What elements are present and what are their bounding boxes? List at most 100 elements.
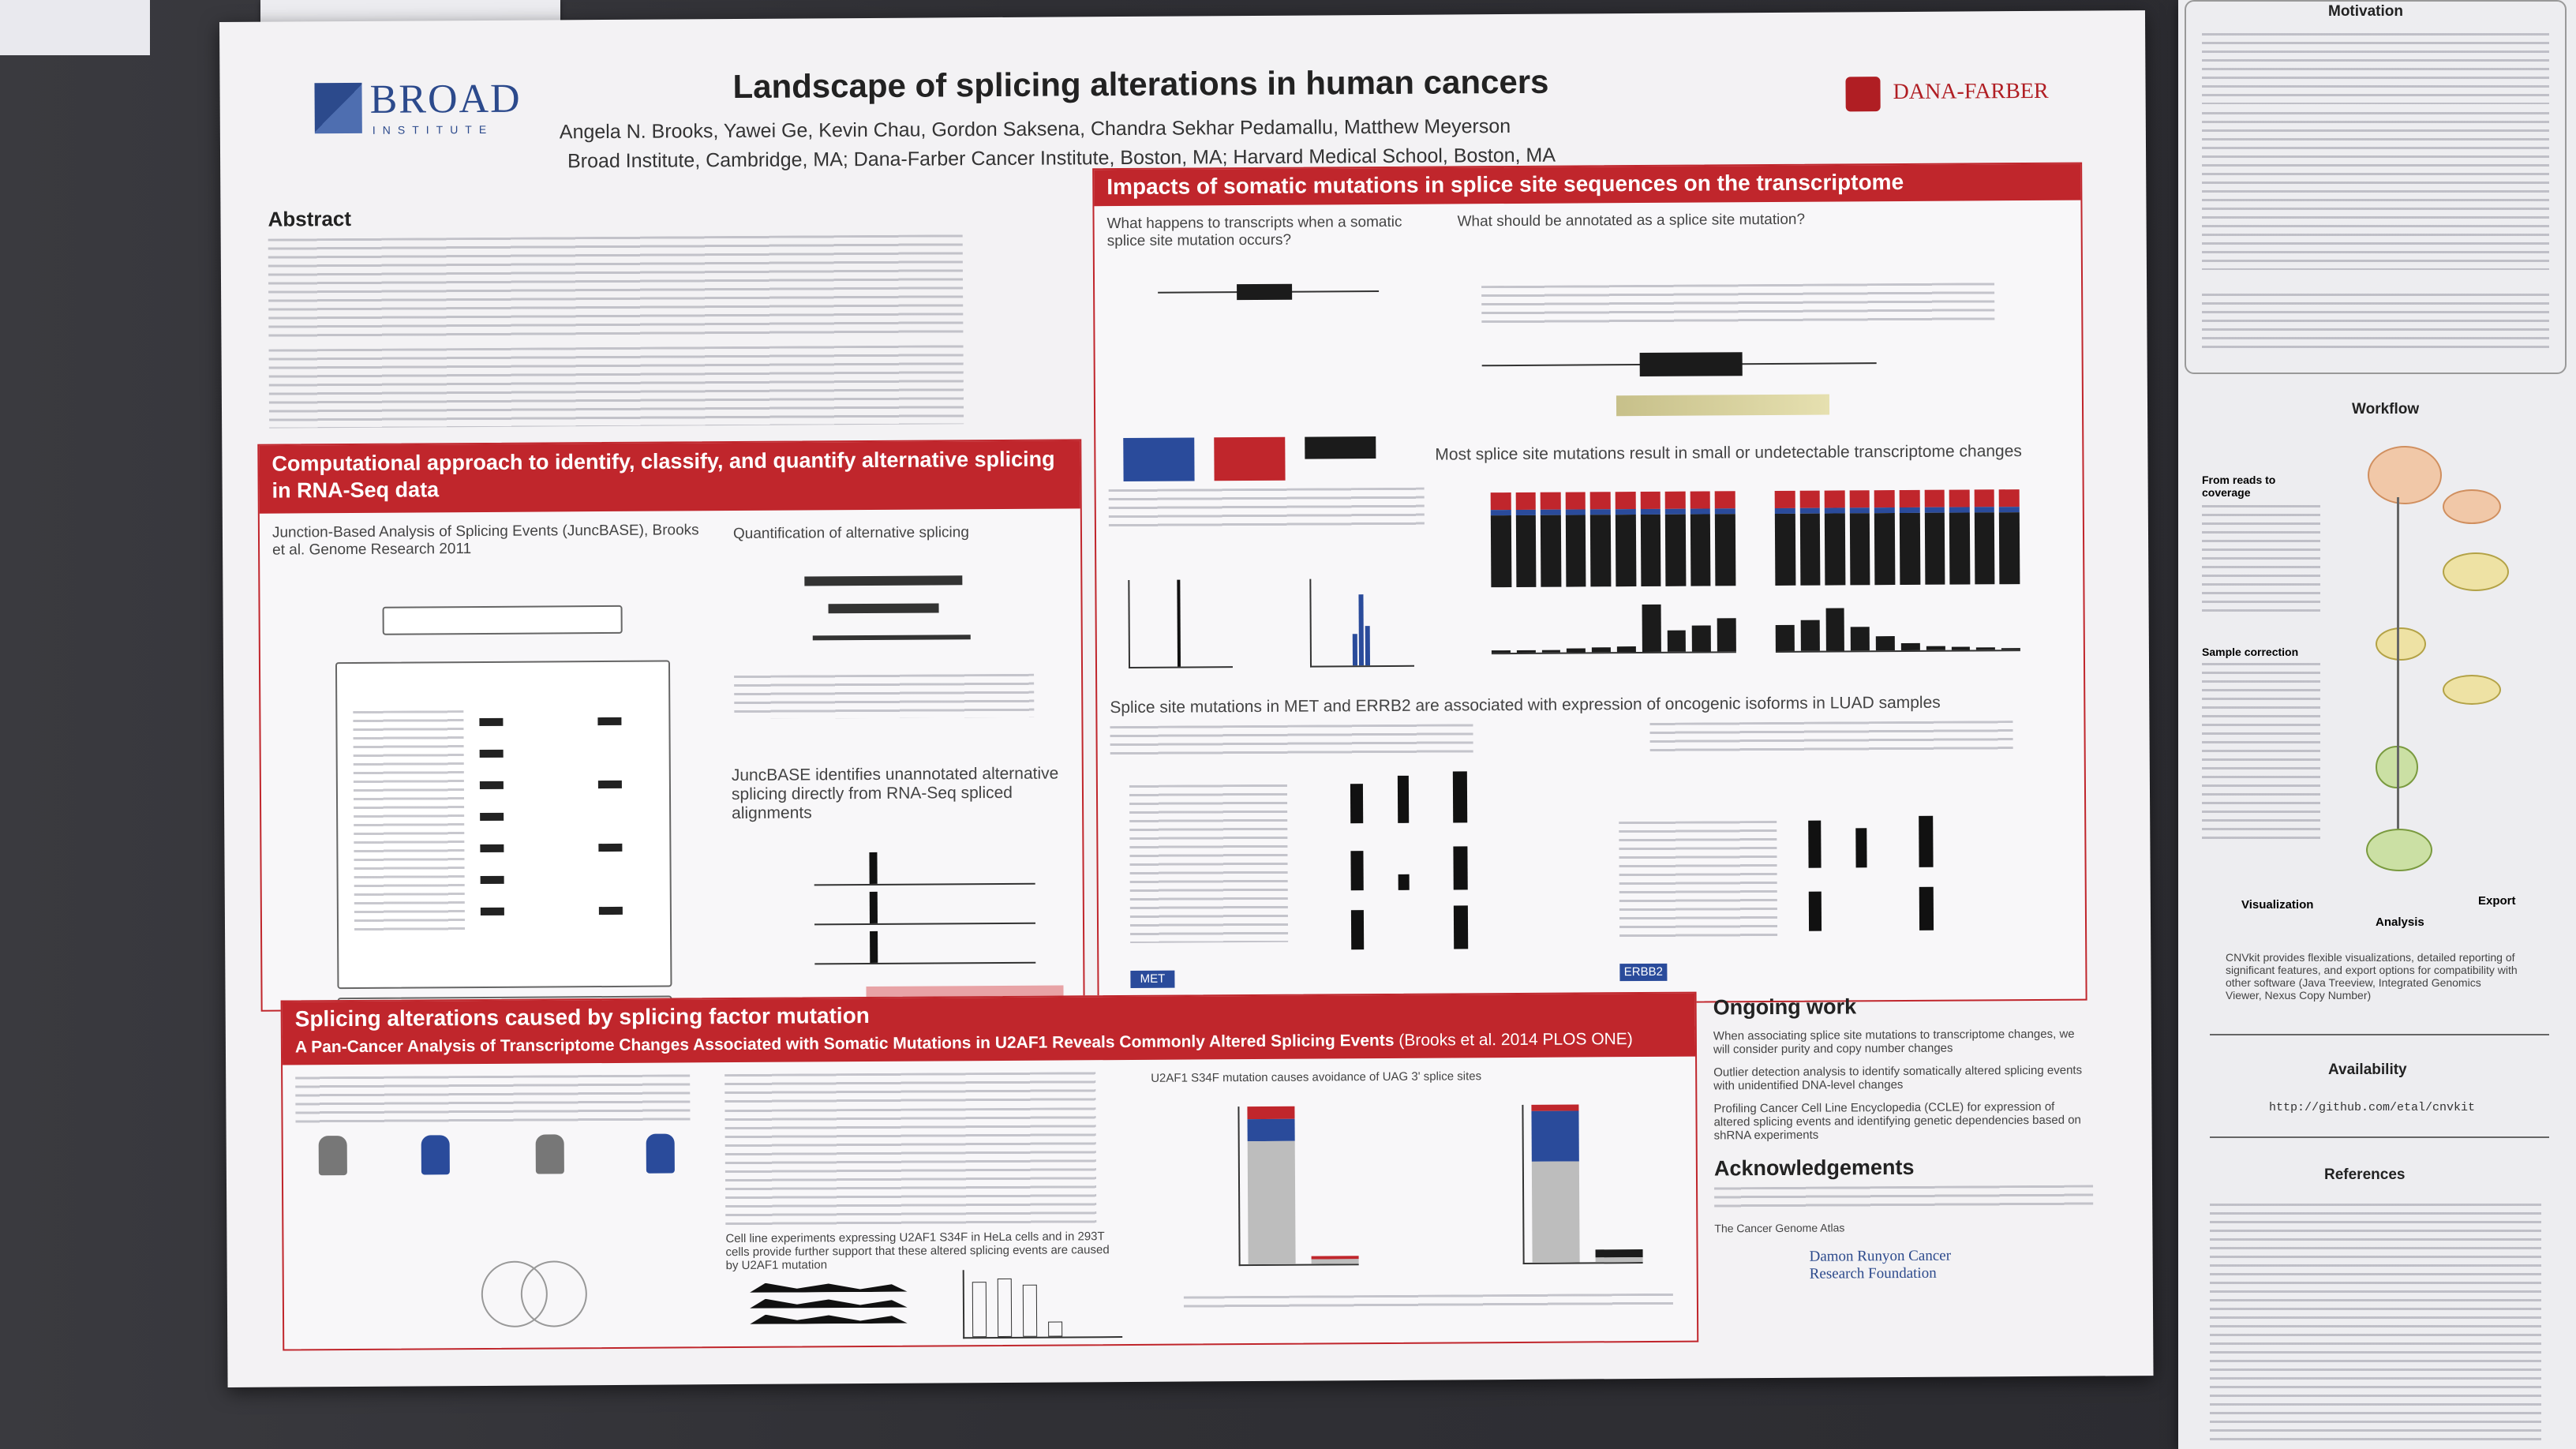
from-reads-label: From reads to coverage [2202,474,2276,499]
ongoing-heading: Ongoing work [1713,994,1857,1020]
ongoing-item: Profiling Cancer Cell Line Encyclopedia … [1713,1099,2081,1143]
category-box-red [1214,436,1286,481]
coverage-peak [869,852,878,884]
coverage-peak [869,891,878,923]
exon-glyph [480,875,504,885]
met-table [1129,784,1289,943]
erbb2-table [1619,820,1778,941]
sample-correction-text [2202,663,2320,844]
sf-legend [1183,1293,1673,1311]
pancancer-title: A Pan-Cancer Analysis of Transcriptome C… [294,1031,1395,1057]
exon-glyph [480,844,504,853]
exon-glyph [598,843,623,852]
abstract-text-block-2 [268,345,964,429]
person-icon-grey [535,1134,564,1174]
category-box-black [1305,436,1376,459]
event-types-table [335,660,672,990]
poster-title: Landscape of splicing alterations in hum… [732,62,1549,106]
references-list [2210,1204,2541,1440]
isoform-diagram [828,603,939,614]
computational-panel: Computational approach to identify, clas… [257,439,1085,1024]
exon-glyph [479,749,504,758]
venn-circle [520,1260,588,1327]
abstract-heading: Abstract [268,206,352,231]
exon-glyph [480,812,504,822]
u2af1-mut-stack [1522,1104,1643,1264]
ongoing-item: Outlier detection analysis to identify s… [1713,1063,2083,1093]
cnvkit-note: CNVkit provides flexible visualizations,… [2226,951,2518,1002]
broad-logo-sub: INSTITUTE [372,122,494,137]
exon-glyph [480,907,504,915]
export-label: Export [2478,894,2516,908]
coverage-track-met-2 [1335,842,1477,891]
motivation-text-3 [2202,294,2549,349]
category-box-blue [1123,437,1195,482]
ongoing-item: When associating splice site mutations t… [1713,1027,2075,1057]
divider [2210,1136,2549,1138]
histogram-erbb2 [1309,578,1415,668]
dana-farber-logo-icon [1845,77,1881,112]
tcga-logo: The Cancer Genome Atlas [1714,1221,1845,1235]
from-reads-text [2202,505,2320,616]
coverage-track-erbb2-1 [1792,812,1950,868]
sequence-logo [1616,394,1830,417]
u2af1-note: U2AF1 S34F mutation causes avoidance of … [1151,1069,1482,1085]
sample-correction-label: Sample correction [2202,646,2299,658]
abstract-text-block-1 [268,234,964,342]
erbb2-description [1649,721,2013,754]
cell-line-note: Cell line experiments expressing U2AF1 S… [725,1230,1110,1273]
input-box-diagram [382,605,623,635]
motivation-text-2 [2202,112,2549,270]
broad-logo-icon [314,82,362,134]
impacts-panel: Impacts of somatic mutations in splice s… [1092,162,2087,1007]
psi-formula [734,673,1035,720]
exon-box [1237,283,1293,301]
workflow-node-yellow [2376,627,2426,661]
gene-list-table [724,1107,1097,1229]
availability-url: http://github.com/etal/cnvkit [2269,1101,2476,1114]
acknowledgements-text [1714,1185,2094,1208]
computational-heading: Computational approach to identify, clas… [259,440,1080,514]
exon-glyph [597,780,622,789]
stacked-bar-chart-right [1774,489,2020,586]
workflow-node-yellow [2443,552,2509,591]
left-edge-paper [0,0,150,55]
coverage-track [814,882,1035,886]
coverage-peak [870,930,878,963]
motivation-heading: Motivation [2328,3,2403,20]
workflow-node-green [2366,829,2432,871]
question-1: What happens to transcripts when a somat… [1106,213,1402,250]
stacked-bar-chart-left [1490,491,1736,588]
workflow-heading: Workflow [2352,401,2420,417]
exon-glyph [597,717,622,726]
met-description [1110,724,1473,758]
splicing-factor-panel: Splicing alterations caused by splicing … [280,991,1699,1351]
coverage-track-met-1 [1335,767,1477,824]
damon-runyon-logo: Damon Runyon Cancer Research Foundation [1809,1247,1952,1282]
qpcr-bars [962,1269,1123,1339]
annotation-text [1481,283,1995,326]
quantification-caption: Quantification of alternative splicing [732,524,969,543]
coverage-track-erbb2-2 [1793,883,1951,931]
hela-coverage [742,1275,923,1339]
mutation-count-bars-right [1775,602,2020,653]
met-label: MET [1130,970,1175,988]
motivation-box: Motivation [2185,0,2567,374]
isoform-diagram [812,635,971,641]
pancancer-ref: (Brooks et al. 2014 PLOS ONE) [1398,1030,1633,1050]
person-icon-grey [318,1136,347,1176]
side-poster: Motivation Workflow From reads to covera… [2178,0,2576,1449]
question-2: What should be annotated as a splice sit… [1457,211,1806,230]
workflow-node-orange [2368,446,2442,504]
exon-glyph [479,781,504,790]
person-icon-blue [421,1135,450,1175]
met-erbb2-caption: Splice site mutations in MET and ERRB2 a… [1110,693,1941,717]
juncbase-note: JuncBASE identifies unannotated alternat… [731,764,1059,823]
juncbase-caption: Junction-Based Analysis of Splicing Even… [271,522,699,559]
u2af1-wt-stack [1237,1106,1359,1267]
mutation-count-bars-left [1491,604,1736,655]
motivation-text-1 [2202,33,2549,104]
acknowledgements-heading: Acknowledgements [1713,1155,1915,1181]
coverage-track [814,922,1035,926]
impacts-heading: Impacts of somatic mutations in splice s… [1094,163,2081,207]
